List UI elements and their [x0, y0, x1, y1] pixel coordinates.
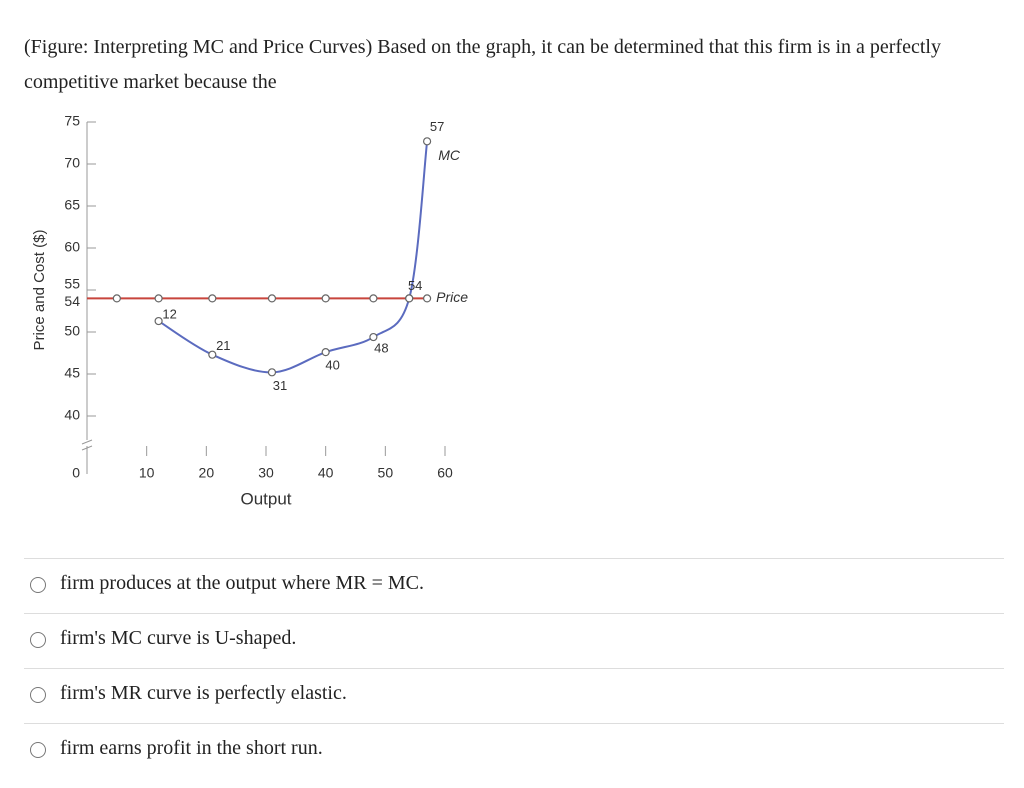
point: [112, 294, 121, 303]
x-axis-label: Output: [240, 489, 291, 508]
option-text[interactable]: firm produces at the output where MR = M…: [60, 572, 424, 594]
y-tick-label: 40: [64, 407, 80, 423]
axis-break: [81, 439, 93, 445]
option-text[interactable]: firm's MR curve is perfectly elastic.: [60, 682, 347, 704]
y-tick-label: 70: [64, 155, 80, 171]
point: [369, 332, 378, 342]
y-tick-label: 50: [64, 323, 80, 339]
chart: Price and Cost ($)Output0404550545560657…: [31, 113, 468, 509]
point: [208, 350, 217, 359]
option-text[interactable]: firm earns profit in the short run.: [60, 737, 323, 759]
axis-break: [81, 445, 93, 451]
radio-button[interactable]: [30, 742, 46, 758]
point: [405, 294, 414, 303]
point-label: 12: [162, 307, 176, 322]
series-label: Price: [436, 289, 468, 305]
point: [423, 137, 432, 146]
point: [423, 294, 432, 303]
y-tick-label: 55: [64, 276, 80, 292]
point-label: 54: [408, 278, 422, 293]
x-tick-label: 20: [199, 465, 215, 481]
y-tick-label: 0: [72, 465, 80, 481]
point: [154, 294, 163, 303]
y-tick-label: 54: [64, 293, 80, 309]
point-label: 21: [216, 338, 230, 353]
radio-button[interactable]: [30, 632, 46, 648]
radio-button[interactable]: [30, 577, 46, 593]
option[interactable]: firm's MR curve is perfectly elastic.: [24, 668, 1004, 724]
point: [321, 294, 330, 303]
question: (Figure: Interpreting MC and Price Curve…: [24, 36, 941, 93]
point: [208, 294, 217, 303]
option[interactable]: firm's MC curve is U-shaped.: [24, 613, 1004, 669]
y-tick-label: 60: [64, 239, 80, 255]
line-0: [158, 141, 429, 374]
radio-button[interactable]: [30, 687, 46, 703]
y-tick-label: 75: [64, 113, 80, 129]
x-tick-label: 50: [378, 465, 394, 481]
y-axis-label: Price and Cost ($): [31, 230, 48, 351]
y-tick-label: 65: [64, 197, 80, 213]
point: [369, 294, 378, 303]
point-label: 31: [273, 378, 287, 393]
option[interactable]: firm produces at the output where MR = M…: [24, 558, 1004, 614]
option-text[interactable]: firm's MC curve is U-shaped.: [60, 627, 297, 649]
point-label: 48: [374, 340, 388, 355]
point: [267, 294, 277, 303]
x-tick-label: 60: [437, 465, 453, 481]
x-tick-label: 40: [318, 465, 334, 481]
series-label: MC: [438, 147, 461, 163]
y-tick-label: 45: [64, 365, 80, 381]
point-label: 57: [430, 119, 444, 134]
option[interactable]: firm earns profit in the short run.: [24, 723, 1004, 779]
point: [267, 368, 277, 377]
point-label: 40: [325, 358, 339, 373]
point: [321, 348, 330, 357]
x-tick-label: 10: [139, 465, 155, 481]
x-tick-label: 30: [258, 465, 274, 481]
point: [154, 316, 163, 326]
